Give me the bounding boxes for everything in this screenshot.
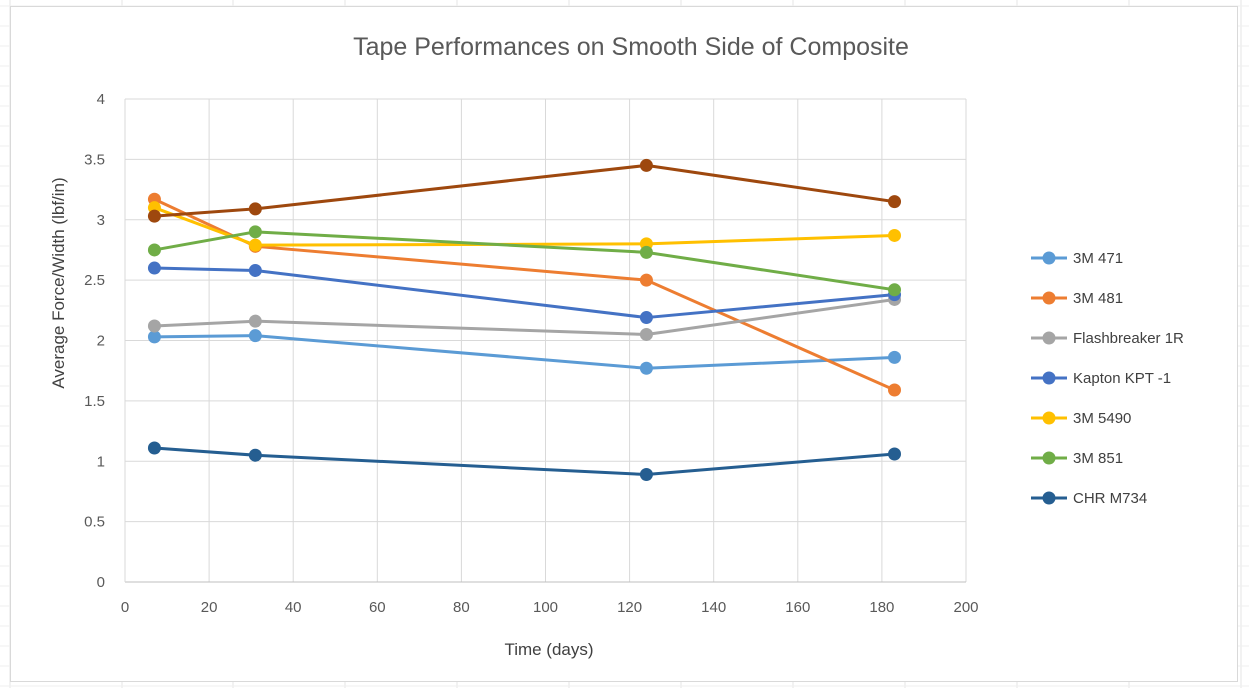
legend-item[interactable]: Flashbreaker 1R	[1031, 330, 1184, 347]
legend-swatch-marker	[1042, 291, 1056, 305]
data-point[interactable]	[639, 327, 653, 341]
data-point[interactable]	[888, 228, 902, 242]
x-tick-label: 160	[785, 599, 810, 616]
legend-swatch-marker	[1042, 491, 1056, 505]
data-point[interactable]	[639, 273, 653, 287]
series-3m-851[interactable]	[147, 225, 902, 297]
data-point[interactable]	[248, 263, 262, 277]
series-line	[153, 206, 895, 247]
series-line	[154, 334, 895, 370]
x-tick-label: 180	[869, 599, 894, 616]
data-point[interactable]	[888, 383, 902, 397]
series-flashbreaker-1r[interactable]	[147, 292, 902, 341]
data-point[interactable]	[248, 314, 262, 328]
series-line	[154, 230, 895, 292]
data-point[interactable]	[639, 311, 653, 325]
y-axis-title: Average Force/Width (lbf/in)	[49, 177, 68, 388]
data-point[interactable]	[248, 448, 262, 462]
y-tick-label: 4	[97, 91, 105, 108]
x-tick-label: 120	[617, 599, 642, 616]
y-tick-label: 0	[97, 574, 105, 591]
data-point[interactable]	[147, 243, 161, 257]
legend-item[interactable]: Kapton KPT -1	[1031, 370, 1171, 387]
y-tick-label: 3.5	[84, 151, 105, 168]
series-unlabeled[interactable]	[147, 158, 902, 223]
y-tick-label: 0.5	[84, 514, 105, 531]
legend-label: Flashbreaker 1R	[1073, 330, 1184, 347]
data-point[interactable]	[248, 329, 262, 343]
legend-label: 3M 5490	[1073, 410, 1131, 427]
plot-axes	[124, 99, 966, 583]
series-line	[153, 197, 896, 392]
legend-label: 3M 851	[1073, 450, 1123, 467]
y-tick-label: 1	[97, 453, 105, 470]
y-tick-label: 2.5	[84, 272, 105, 289]
x-tick-label: 20	[201, 599, 218, 616]
y-tick-label: 3	[97, 212, 105, 229]
data-point[interactable]	[248, 202, 262, 216]
data-point[interactable]	[248, 238, 262, 252]
chart-title: Tape Performances on Smooth Side of Comp…	[353, 33, 909, 61]
x-tick-label: 140	[701, 599, 726, 616]
legend-label: CHR M734	[1073, 490, 1147, 507]
data-point[interactable]	[147, 330, 161, 344]
data-point[interactable]	[248, 225, 262, 239]
legend-item[interactable]: CHR M734	[1031, 490, 1147, 507]
series-line	[154, 163, 895, 218]
legend-swatch-marker	[1042, 371, 1056, 385]
series-3m-471[interactable]	[147, 329, 902, 375]
series-3m-481[interactable]	[147, 192, 902, 397]
y-tick-label: 1.5	[84, 393, 105, 410]
x-tick-label: 0	[121, 599, 129, 616]
legend-item[interactable]: 3M 471	[1031, 250, 1123, 267]
series-chr-m734[interactable]	[147, 441, 902, 482]
chart-area[interactable]: Tape Performances on Smooth Side of Comp…	[10, 6, 1238, 682]
data-point[interactable]	[147, 441, 161, 455]
line-chart: Tape Performances on Smooth Side of Comp…	[49, 33, 1184, 659]
x-tick-label: 80	[453, 599, 470, 616]
legend-label: 3M 471	[1073, 250, 1123, 267]
x-tick-label: 100	[533, 599, 558, 616]
data-point[interactable]	[639, 468, 653, 482]
y-tick-label: 2	[97, 333, 105, 350]
legend-label: Kapton KPT -1	[1073, 370, 1171, 387]
series-line	[154, 266, 895, 320]
plot-series	[147, 158, 902, 482]
legend-swatch-marker	[1042, 331, 1056, 345]
legend-item[interactable]: 3M 5490	[1031, 410, 1131, 427]
data-point[interactable]	[639, 245, 653, 259]
data-point[interactable]	[639, 361, 653, 375]
legend[interactable]: 3M 471 3M 481 Flashbreaker 1R Kapton KPT -1…	[1031, 250, 1184, 507]
data-point[interactable]	[888, 350, 902, 364]
x-tick-label: 200	[953, 599, 978, 616]
data-point[interactable]	[147, 319, 161, 333]
data-point[interactable]	[147, 209, 161, 223]
legend-item[interactable]: 3M 481	[1031, 290, 1123, 307]
legend-label: 3M 481	[1073, 290, 1123, 307]
x-tick-label: 60	[369, 599, 386, 616]
legend-swatch-marker	[1042, 451, 1056, 465]
legend-swatch-marker	[1042, 411, 1056, 425]
tick-labels: 0 20 40 60 80 100 120 140 160 180 200 0 0.5 1 1.5 2 2.5 3…	[84, 91, 978, 616]
data-point[interactable]	[147, 261, 161, 275]
legend-swatch-marker	[1042, 251, 1056, 265]
x-tick-label: 40	[285, 599, 302, 616]
x-axis-title: Time (days)	[504, 640, 593, 659]
data-point[interactable]	[639, 158, 653, 172]
data-point[interactable]	[888, 283, 902, 297]
data-point[interactable]	[888, 195, 902, 209]
plot-gridlines	[125, 98, 967, 582]
data-point[interactable]	[888, 447, 902, 461]
legend-item[interactable]: 3M 851	[1031, 450, 1123, 467]
series-line	[154, 446, 895, 477]
series-line	[154, 297, 895, 336]
